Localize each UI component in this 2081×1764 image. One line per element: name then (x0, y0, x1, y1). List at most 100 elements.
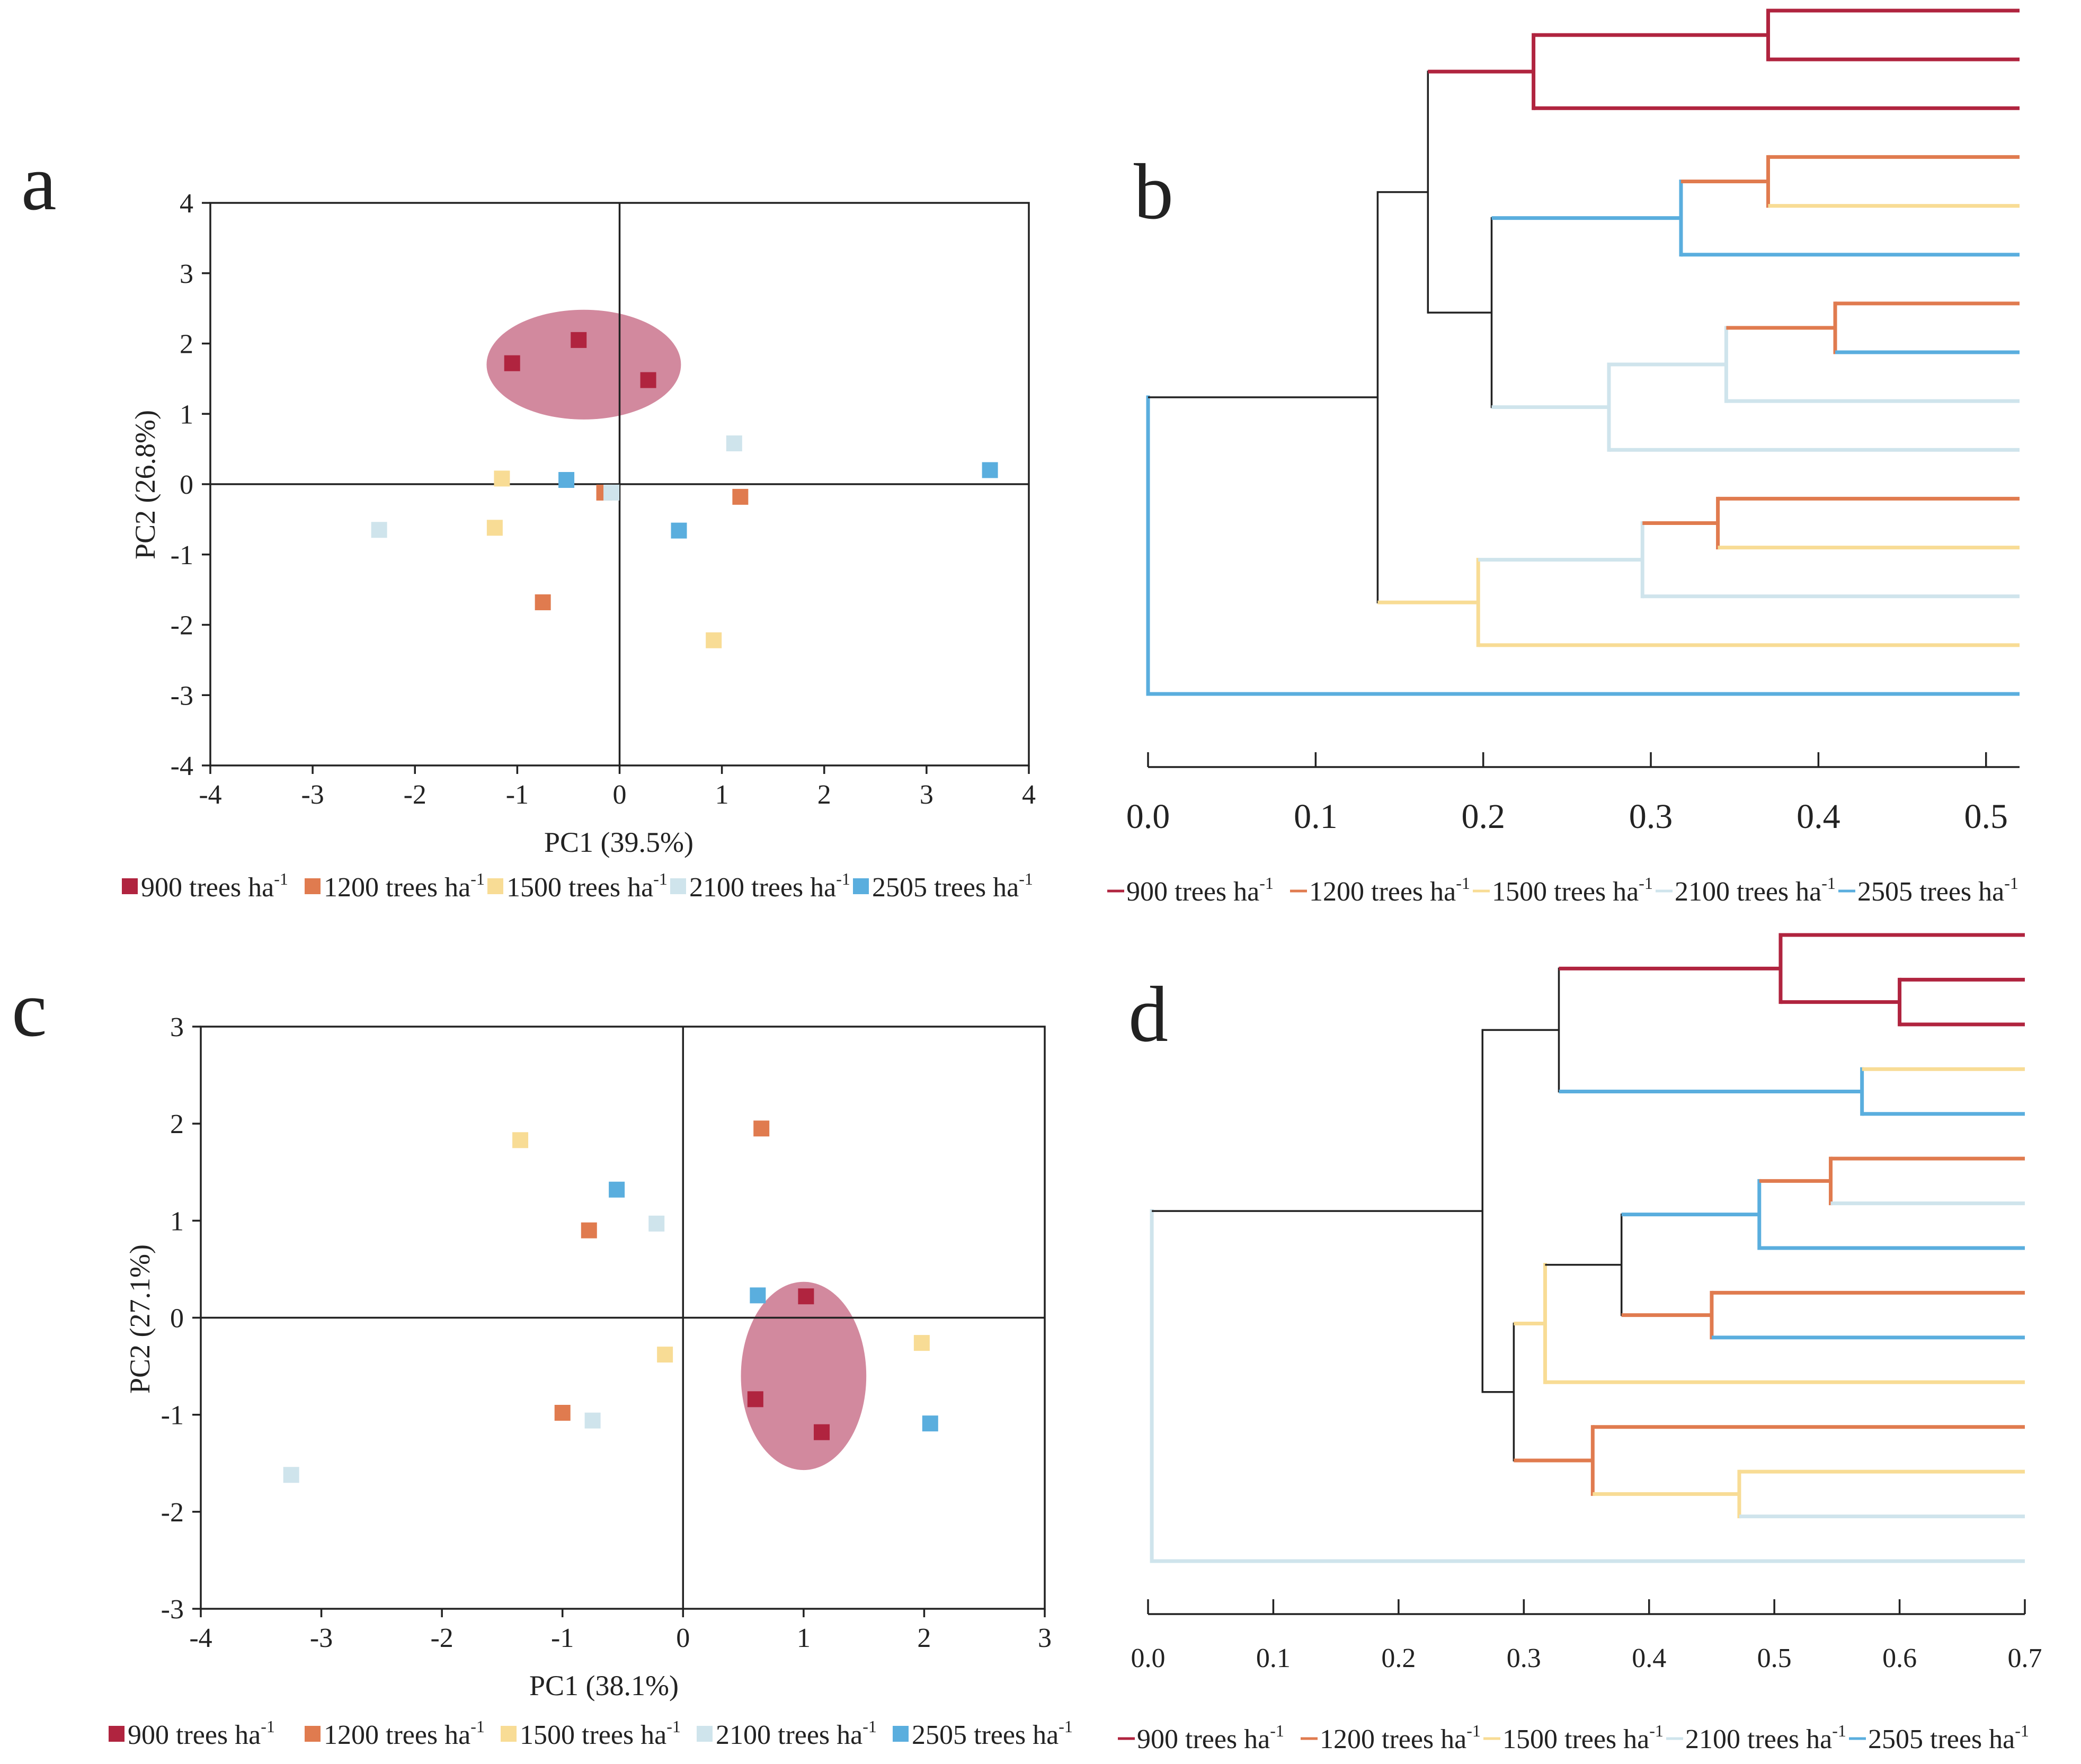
legend-label-900: 900 trees ha-1 (128, 1717, 275, 1750)
panel-c-y-axis-title: PC2 (27.1%) (124, 1244, 156, 1394)
legend-label-text: 1200 trees ha (1320, 1724, 1466, 1754)
legend-label-2100: 2100 trees ha-1 (716, 1717, 877, 1750)
point-2505-trees (671, 522, 687, 539)
dendro-x-tick-label: 0.7 (2008, 1643, 2042, 1673)
x-tick-label: 1 (715, 780, 729, 810)
x-tick-label: 3 (1038, 1623, 1052, 1653)
x-tick-label: 2 (917, 1623, 931, 1653)
legend-label-text: 900 trees ha (1126, 877, 1259, 907)
legend-label-text: 1200 trees ha (1309, 877, 1456, 907)
legend-label-2100: 2100 trees ha-1 (689, 869, 850, 903)
y-tick-label: -2 (161, 1498, 184, 1528)
dendro-x-tick-label: 0.2 (1461, 797, 1505, 836)
point-2505-trees (558, 472, 575, 488)
point-900-trees (504, 355, 520, 371)
panel-a-x-axis-title: PC1 (39.5%) (544, 826, 693, 858)
panel-d-dendrogram: d 0.0 0.1 0.2 0.3 0.4 0.5 0.6 0.7 (1128, 933, 2042, 1673)
legend-label-text: 900 trees ha (128, 1720, 261, 1750)
point-2505-trees (922, 1415, 938, 1432)
dendro-x-tick-label: 0.4 (1797, 797, 1840, 836)
legend-label-text: 1500 trees ha (1502, 1724, 1649, 1754)
panel-c-highlight-ellipse (741, 1281, 867, 1471)
panel-a-label: a (21, 139, 57, 227)
y-tick-label: -2 (171, 611, 193, 641)
legend-panel-b: 900 trees ha-1 1200 trees ha-1 1500 trees … (1107, 874, 2018, 907)
panel-d-label: d (1128, 970, 1168, 1058)
point-2100-trees (584, 1412, 601, 1429)
legend-label-text: 900 trees ha (141, 872, 274, 903)
y-tick-label: 0 (170, 1304, 184, 1334)
x-tick-label: -1 (551, 1623, 574, 1653)
point-900-trees (640, 372, 656, 388)
legend-swatch-2505 (893, 1726, 909, 1742)
y-tick-label: -4 (171, 751, 193, 781)
legend-label-superscript: -1 (836, 869, 850, 888)
point-1500-trees (486, 520, 503, 536)
dendro-x-tick-label: 0.5 (1964, 797, 2008, 836)
legend-label-text: 2505 trees ha (1868, 1724, 2015, 1754)
legend-swatch-1200 (305, 878, 321, 894)
y-tick-label: 3 (180, 259, 193, 289)
point-1200-trees (753, 1120, 770, 1137)
x-tick-label: -3 (301, 780, 324, 810)
legend-label-superscript: -1 (1270, 1721, 1284, 1740)
legend-label-text: 1500 trees ha (506, 872, 653, 903)
legend-label-1500: 1500 trees ha-1 (1502, 1721, 1664, 1754)
legend-label-superscript: -1 (1639, 874, 1653, 893)
dendro-x-tick-label: 0.4 (1632, 1643, 1666, 1673)
legend-swatch-900 (109, 1726, 124, 1742)
x-tick-label: -2 (404, 780, 426, 810)
legend-label-text: 2100 trees ha (1675, 877, 1821, 907)
y-tick-label: -3 (171, 681, 193, 711)
y-tick-label: -1 (161, 1401, 184, 1431)
panel-a-highlight-ellipse (486, 309, 681, 420)
x-tick-label: -2 (430, 1623, 453, 1653)
point-2505-trees (982, 462, 998, 478)
point-2505-trees (750, 1287, 766, 1304)
point-2100-trees (283, 1467, 299, 1483)
dendro-x-tick-label: 0.3 (1629, 797, 1673, 836)
legend-label-1500: 1500 trees ha-1 (1492, 874, 1653, 907)
legend-label-1500: 1500 trees ha-1 (506, 869, 668, 903)
point-1500-trees (512, 1132, 529, 1148)
point-900-trees (747, 1391, 763, 1407)
legend-label-2505: 2505 trees ha-1 (1857, 874, 2018, 907)
y-tick-label: 4 (180, 189, 193, 219)
y-tick-label: 2 (180, 329, 193, 360)
legend-label-1200: 1200 trees ha-1 (1309, 874, 1470, 907)
legend-label-superscript: -1 (470, 1717, 485, 1736)
legend-label-2505: 2505 trees ha-1 (912, 1717, 1073, 1750)
y-tick-label: 2 (170, 1109, 184, 1139)
y-tick-label: 1 (170, 1206, 184, 1236)
legend-label-superscript: -1 (274, 869, 288, 888)
panel-a-pca-scatter: a -4 -3 -2 -1 0 1 2 3 4 -4 -3 -2 -1 0 1 2 3 4 PC1 (39.5%)… (21, 139, 1036, 858)
point-1200-trees (554, 1405, 571, 1421)
legend-label-1200: 1200 trees ha-1 (1320, 1721, 1481, 1754)
x-tick-label: 0 (676, 1623, 690, 1653)
panel-b-plot: 0.0 0.1 0.2 0.3 0.4 0.5 (1126, 8, 2020, 836)
legend-label-text: 1500 trees ha (520, 1720, 666, 1750)
legend-panel-a: 900 trees ha-1 1200 trees ha-1 1500 trees … (122, 869, 1033, 903)
dendro-x-tick-label: 0.1 (1256, 1643, 1291, 1673)
point-1500-trees (657, 1347, 673, 1363)
point-2100-trees (648, 1215, 665, 1232)
y-tick-label: -3 (161, 1594, 184, 1625)
legend-label-superscript: -1 (666, 1717, 681, 1736)
legend-label-superscript: -1 (1832, 1721, 1846, 1740)
point-900-trees (571, 332, 587, 348)
legend-label-superscript: -1 (2004, 874, 2018, 893)
legend-label-superscript: -1 (1059, 1717, 1073, 1736)
legend-swatch-2100 (697, 1726, 713, 1742)
x-tick-label: -1 (506, 780, 529, 810)
y-tick-label: 0 (180, 470, 193, 500)
dendro-x-tick-label: 0.2 (1381, 1643, 1416, 1673)
legend-label-text: 1200 trees ha (324, 1720, 470, 1750)
legend-swatch-1500 (487, 878, 503, 894)
legend-label-text: 2505 trees ha (912, 1720, 1059, 1750)
x-tick-label: -3 (310, 1623, 333, 1653)
legend-label-superscript: -1 (1019, 869, 1033, 888)
legend-label-2100: 2100 trees ha-1 (1675, 874, 1836, 907)
